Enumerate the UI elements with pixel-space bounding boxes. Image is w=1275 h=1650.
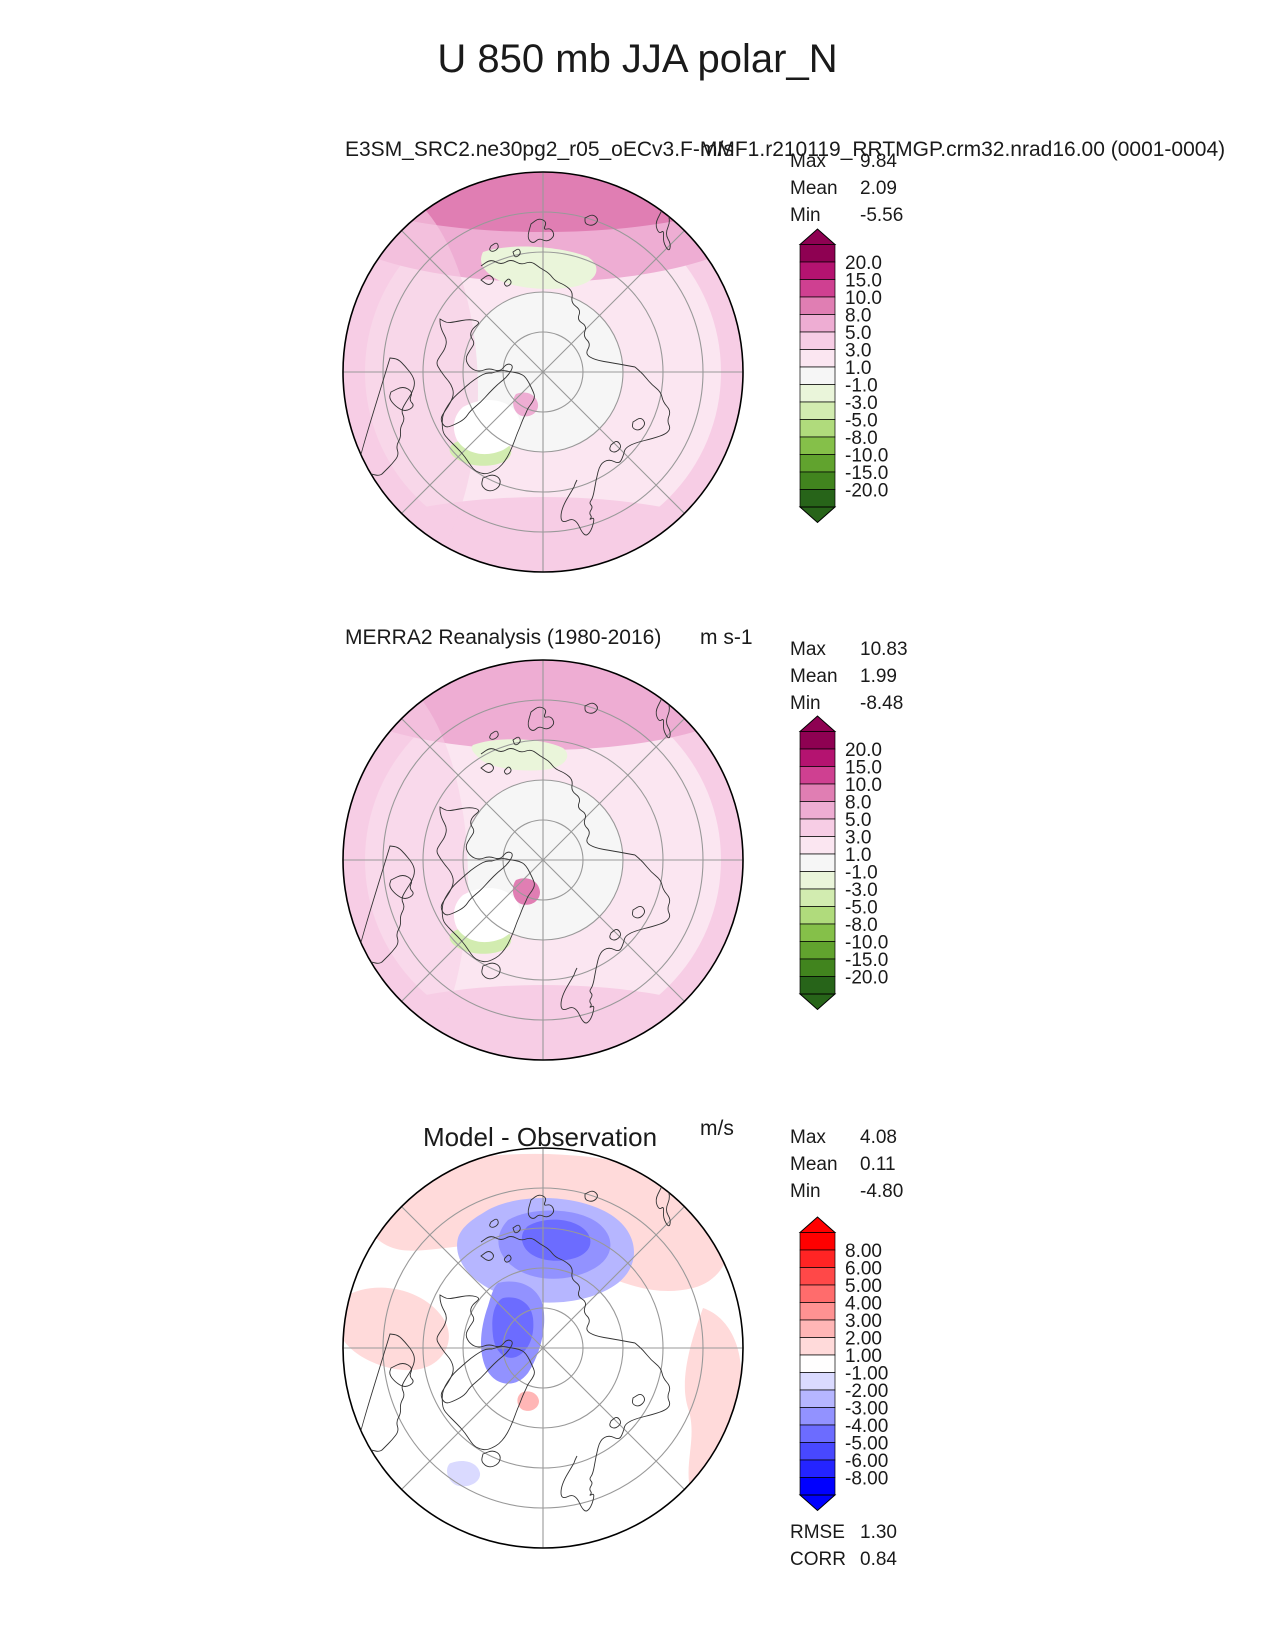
svg-text:-8.00: -8.00 xyxy=(845,1469,888,1490)
svg-text:-20.0: -20.0 xyxy=(845,481,888,502)
svg-text:-20.0: -20.0 xyxy=(845,968,888,989)
